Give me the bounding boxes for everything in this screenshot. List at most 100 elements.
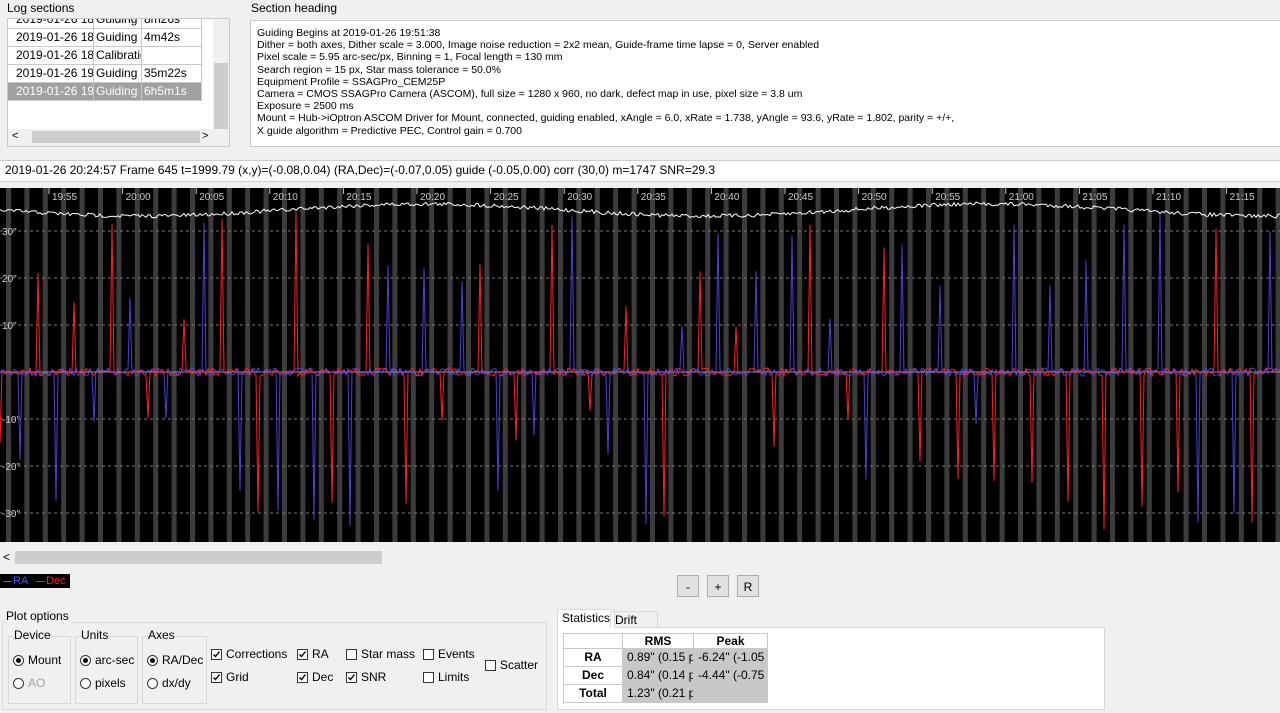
dither-band: [1165, 188, 1171, 542]
log-cell[interactable]: 4m42s: [142, 29, 202, 47]
dither-band: [484, 188, 490, 542]
log-cell[interactable]: 2019-01-26 18:5: [8, 47, 94, 65]
arrow: >: [202, 130, 209, 142]
dither-band: [778, 188, 784, 542]
dither-band: [300, 188, 306, 542]
row-header: RA: [564, 649, 623, 667]
radio[interactable]: [147, 678, 158, 689]
legend-dash: [3, 581, 12, 582]
h-scroll-thumb[interactable]: [32, 131, 200, 143]
radio[interactable]: [80, 678, 91, 689]
snr-trace: [0, 201, 1280, 219]
dither-band: [852, 188, 858, 542]
log-cell[interactable]: [142, 47, 202, 65]
arrow: <: [12, 130, 19, 142]
radio[interactable]: [13, 678, 24, 689]
radio-label[interactable]: arc-sec: [95, 653, 135, 667]
log-cell[interactable]: 8m26s: [142, 19, 202, 29]
log-cell[interactable]: Guiding: [94, 65, 142, 83]
radio-label[interactable]: AO: [28, 676, 46, 690]
log-cell[interactable]: Guiding: [94, 29, 142, 47]
dither-band: [1238, 188, 1244, 542]
dither-band: [153, 188, 159, 542]
radio[interactable]: [147, 655, 158, 666]
log-cell[interactable]: 6h5m1s: [142, 83, 202, 101]
zoom-button[interactable]: -: [677, 575, 699, 597]
checkbox[interactable]: [297, 672, 308, 683]
checkbox-label[interactable]: RA: [312, 647, 329, 661]
checkbox[interactable]: [423, 649, 434, 660]
checkbox[interactable]: [297, 649, 308, 660]
time-label: 20:20: [420, 192, 445, 203]
checkbox[interactable]: [346, 672, 357, 683]
log-cell[interactable]: 2019-01-26 18:5: [8, 29, 94, 47]
checkbox[interactable]: [423, 672, 434, 683]
dither-band: [981, 188, 987, 542]
time-label: 20:55: [935, 192, 960, 203]
dither-band: [447, 188, 453, 542]
dither-band: [797, 188, 803, 542]
v-scroll-thumb[interactable]: [214, 63, 228, 129]
dec-trace: [0, 211, 1280, 530]
dither-band: [1183, 188, 1189, 542]
radio-dot: [150, 658, 155, 663]
checkbox[interactable]: [346, 649, 357, 660]
checkbox[interactable]: [485, 660, 496, 671]
radio-dot: [16, 658, 21, 663]
log-cell[interactable]: 2019-01-26 18:5: [8, 19, 94, 29]
status-line: 2019-01-26 20:24:57 Frame 645 t=1999.79 …: [5, 163, 716, 177]
checkbox-label[interactable]: Limits: [438, 670, 470, 684]
log-cell[interactable]: 35m22s: [142, 65, 202, 83]
dither-band: [1128, 188, 1134, 542]
checkbox-label[interactable]: Dec: [312, 670, 334, 684]
dither-band: [98, 188, 103, 542]
group-box: [142, 636, 207, 704]
log-cell[interactable]: Guiding: [94, 19, 142, 29]
log-cell[interactable]: 2019-01-26 19:0: [8, 65, 94, 83]
group-box: [75, 636, 138, 704]
dither-band: [171, 188, 177, 542]
dither-band: [282, 188, 287, 542]
log-cell[interactable]: Guiding: [94, 83, 142, 101]
dither-band: [1220, 188, 1226, 542]
ra-trace: [0, 213, 1280, 527]
checkbox-label[interactable]: Events: [438, 647, 475, 661]
group-box: [8, 636, 71, 704]
dither-band: [392, 188, 398, 542]
tab[interactable]: Statistics: [557, 609, 615, 628]
checkbox[interactable]: [211, 672, 222, 683]
stat-value: -4.44" (-0.75 p: [694, 667, 768, 685]
header-cell: Peak: [694, 634, 768, 649]
checkbox[interactable]: [211, 649, 222, 660]
dither-band: [944, 188, 950, 542]
tab[interactable]: Drift: [610, 611, 658, 628]
dither-band: [1036, 188, 1042, 542]
log-cell[interactable]: Calibration: [94, 47, 142, 65]
zoom-button[interactable]: R: [737, 575, 759, 597]
dither-band: [429, 188, 435, 542]
radio-label[interactable]: Mount: [28, 653, 62, 667]
radio[interactable]: [80, 655, 91, 666]
guide-graph: 30" 20" 10" -10" -20" -30" 19:55 20:00 20:05 20:1…: [0, 188, 1280, 542]
plot-options-label: Plot options: [6, 609, 71, 623]
radio-label[interactable]: RA/Dec: [162, 653, 204, 667]
dither-band: [926, 188, 931, 542]
zoom-button[interactable]: +: [707, 575, 729, 597]
time-label: 20:45: [788, 192, 813, 203]
dither-band: [208, 188, 214, 542]
checkbox-label[interactable]: Grid: [226, 670, 249, 684]
radio-label[interactable]: dx/dy: [162, 676, 191, 690]
log-cell[interactable]: 2019-01-26 19:5: [8, 83, 94, 101]
stat-value: -6.24" (-1.05 p: [694, 649, 768, 667]
heading-line: Pixel scale = 5.95 arc-sec/px, Binning =…: [257, 51, 563, 64]
radio[interactable]: [13, 655, 24, 666]
checkbox-label[interactable]: Scatter: [500, 658, 539, 672]
row-header: Total: [564, 685, 623, 703]
checkbox-label[interactable]: Star mass: [361, 647, 416, 661]
dither-band: [1018, 188, 1023, 542]
graph-scroll-thumb[interactable]: [15, 551, 382, 564]
radio-label[interactable]: pixels: [95, 676, 126, 690]
dither-band: [1110, 188, 1115, 542]
checkbox-label[interactable]: SNR: [361, 670, 387, 684]
checkbox-label[interactable]: Corrections: [226, 647, 288, 661]
